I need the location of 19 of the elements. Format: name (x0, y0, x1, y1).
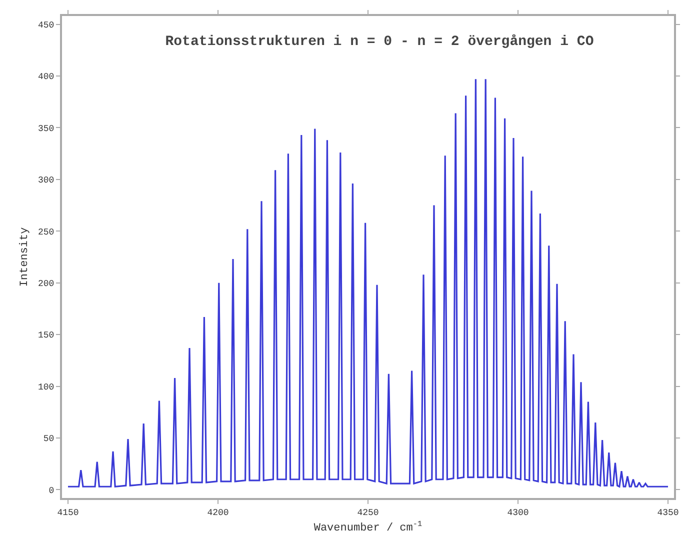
y-tick-label: 50 (43, 434, 54, 444)
y-tick-label: 450 (38, 20, 54, 30)
x-tick-label: 4250 (357, 508, 379, 518)
y-tick-label: 200 (38, 279, 54, 290)
y-tick-label: 100 (38, 382, 54, 392)
y-tick-label: 400 (38, 72, 54, 82)
y-tick-label: 350 (38, 124, 54, 134)
y-tick-label: 0 (48, 486, 54, 496)
y-tick-label: 300 (38, 176, 54, 186)
x-tick-label: 4350 (657, 508, 679, 518)
x-axis-title: Wavenumber / cm$^{-1}$ (314, 520, 423, 534)
text: Rotationsstrukturen i n = 0 - n = 2 övergången i CO (165, 34, 594, 50)
x-tick-label: 4300 (507, 508, 529, 518)
x-tick-label: 4150 (57, 508, 79, 518)
y-tick-label: 250 (38, 227, 54, 238)
y-axis-title: Intensity (19, 226, 32, 287)
x-tick-label: 4200 (207, 508, 229, 518)
y-tick-label: 150 (38, 330, 54, 341)
line-series (67, 78, 669, 488)
